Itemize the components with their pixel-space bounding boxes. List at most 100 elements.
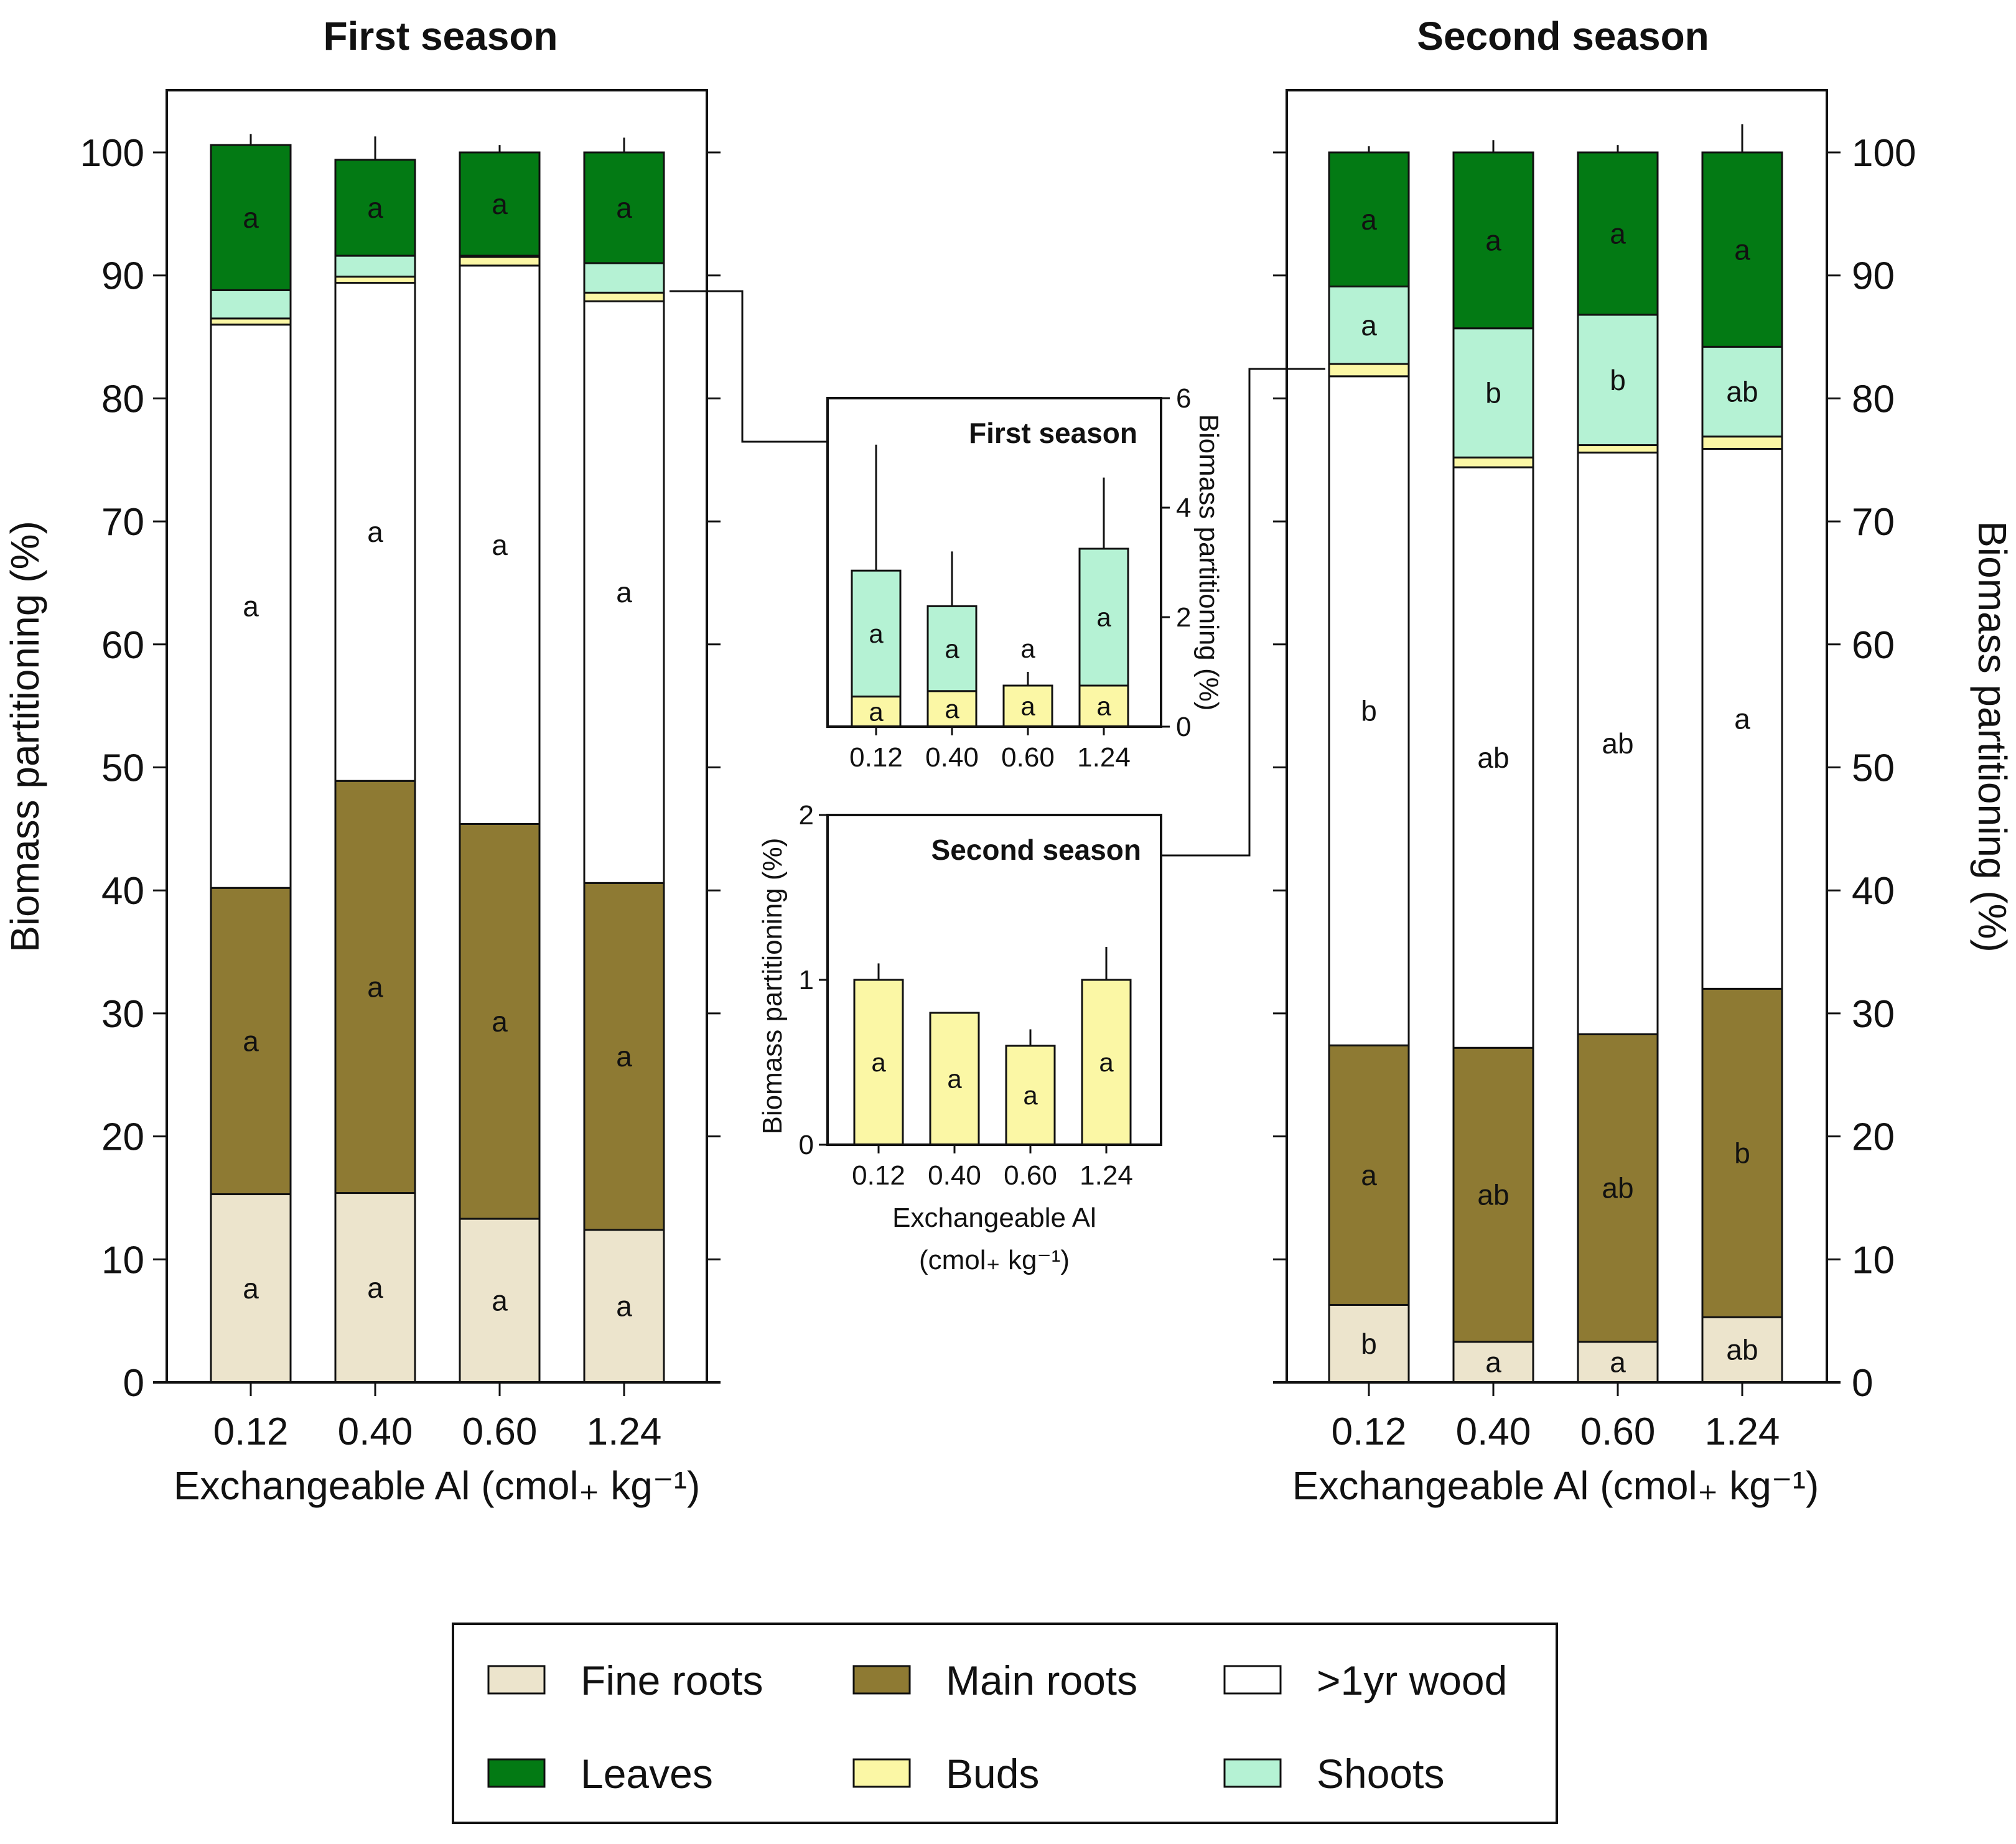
legend-frame (452, 1623, 1558, 1824)
bar-segment-buds (583, 291, 665, 302)
x-tick-label: 1.24 (1705, 1410, 1780, 1453)
significance-letter: a (869, 619, 884, 648)
x-axis-unit-label: (cmol₊ kg⁻¹) (919, 1245, 1070, 1275)
significance-letter: a (1485, 224, 1501, 256)
bar-segment-wood (210, 324, 292, 889)
significance-letter: a (243, 1272, 259, 1305)
x-tick-label: 0.12 (849, 742, 903, 773)
bar-segment-buds (926, 690, 978, 728)
bar-segment-fine_roots (459, 1218, 541, 1384)
significance-letter: a (1096, 692, 1111, 721)
bar-segment-main_roots (1701, 987, 1783, 1318)
significance-letter: a (1099, 1048, 1114, 1077)
significance-letter: a (367, 971, 383, 1003)
y-tick-label: 0 (123, 1362, 144, 1405)
x-tick-label: 0.12 (213, 1410, 289, 1453)
significance-letter: a (1734, 233, 1750, 266)
x-tick-label: 0.60 (462, 1410, 538, 1453)
significance-letter: a (1361, 203, 1377, 236)
bar-segment-shoots (1328, 285, 1410, 365)
chart-first-season: a a a a a a a a a a a a a a a a 0 10 20 30 40 50 60 70 80 90 100 0.… (2, 14, 721, 1508)
y-tick-label: 30 (1852, 993, 1895, 1036)
legend-swatch-shoots (1223, 1758, 1282, 1788)
bar-segment-buds (1452, 456, 1534, 468)
y-tick-label: 80 (101, 378, 144, 421)
legend-swatch-buds (852, 1758, 911, 1788)
significance-letter: a (1020, 634, 1035, 663)
significance-letter: a (367, 516, 383, 548)
bar-segment-fine_roots (1701, 1316, 1783, 1384)
y-tick-label: 70 (1852, 501, 1895, 544)
bar-segment-leaves (334, 159, 416, 257)
y-tick-label: 50 (1852, 747, 1895, 790)
significance-letter: a (616, 1040, 632, 1073)
significance-letter: b (1485, 377, 1501, 409)
y-tick-label: 100 (80, 132, 144, 175)
bar-segment-buds (1002, 684, 1053, 728)
y-axis-label: Biomass partitioning (%) (1193, 414, 1224, 711)
significance-letter: a (367, 1272, 383, 1304)
significance-letter: a (947, 1064, 962, 1094)
bar-segment-shoots (1577, 314, 1659, 447)
x-tick-label: 0.12 (852, 1160, 905, 1191)
significance-letter: a (945, 694, 959, 724)
bar-segment-leaves (1701, 151, 1783, 348)
x-tick-label: 0.40 (928, 1160, 981, 1191)
significance-letter: b (1361, 695, 1377, 727)
significance-letter: ab (1726, 1334, 1758, 1366)
y-tick-label: 90 (1852, 255, 1895, 298)
bar-segment-shoots (210, 289, 292, 320)
significance-letter: a (367, 192, 383, 224)
y-axis-label: Biomass partitioning (%) (2, 521, 47, 952)
bar-segment-fine_roots (1328, 1303, 1410, 1384)
bar-segment-main_roots (1577, 1033, 1659, 1343)
x-tick-label: 0.40 (1456, 1410, 1531, 1453)
significance-letter: a (616, 1290, 632, 1323)
y-tick-label: 0 (1176, 712, 1191, 742)
chart-title: First season (323, 14, 558, 58)
bar-segment-wood (459, 264, 541, 825)
y-tick-label: 60 (101, 624, 144, 667)
y-tick-label: 60 (1852, 624, 1895, 667)
significance-letter: b (1734, 1137, 1750, 1169)
bar-segment-leaves (459, 151, 541, 257)
bar-segment-shoots (1452, 327, 1534, 459)
y-axis-label: Biomass partitioning (%) (1970, 521, 2015, 952)
inset-second-season: a a a a 0 1 2 0.12 0.40 0.60 1.24 Second season Biom… (757, 800, 1162, 1275)
y-tick-label: 20 (101, 1116, 144, 1159)
bar-segment-wood (1328, 375, 1410, 1046)
y-tick-label: 10 (1852, 1239, 1895, 1282)
chart-title: Second season (931, 834, 1141, 866)
significance-letter: b (1361, 1328, 1377, 1360)
bar-segment-wood (1452, 466, 1534, 1049)
significance-letter: a (871, 1048, 886, 1077)
connector-first-season (670, 290, 828, 443)
significance-letter: a (1361, 1159, 1377, 1191)
legend-label: Shoots (1317, 1751, 1444, 1797)
chart-title: Second season (1417, 14, 1709, 58)
significance-letter: ab (1477, 1179, 1509, 1211)
y-tick-label: 80 (1852, 378, 1895, 421)
significance-letter: b (1610, 364, 1626, 396)
bar-segment-buds (1328, 363, 1410, 378)
y-tick-label: 30 (101, 993, 144, 1036)
y-tick-label: 10 (101, 1239, 144, 1282)
significance-letter: a (492, 1285, 508, 1317)
y-tick-label: 0 (1852, 1362, 1873, 1405)
x-axis-label: Exchangeable Al (cmol₊ kg⁻¹) (174, 1463, 701, 1508)
bar-segment-shoots (1701, 345, 1783, 438)
bar-segment-buds (1005, 1045, 1056, 1146)
significance-letter: a (945, 634, 959, 663)
bar-segment-shoots (926, 605, 978, 692)
bar-segment-buds (851, 696, 902, 728)
significance-letter: a (869, 697, 884, 727)
significance-letter: a (243, 202, 259, 234)
legend-label: Buds (946, 1751, 1039, 1797)
bar-segment-shoots (1078, 547, 1129, 687)
y-tick-label: 6 (1176, 383, 1191, 414)
significance-letter: a (1610, 218, 1626, 250)
significance-letter: ab (1602, 727, 1633, 760)
y-tick-label: 1 (799, 965, 814, 995)
y-tick-label: 40 (101, 870, 144, 913)
